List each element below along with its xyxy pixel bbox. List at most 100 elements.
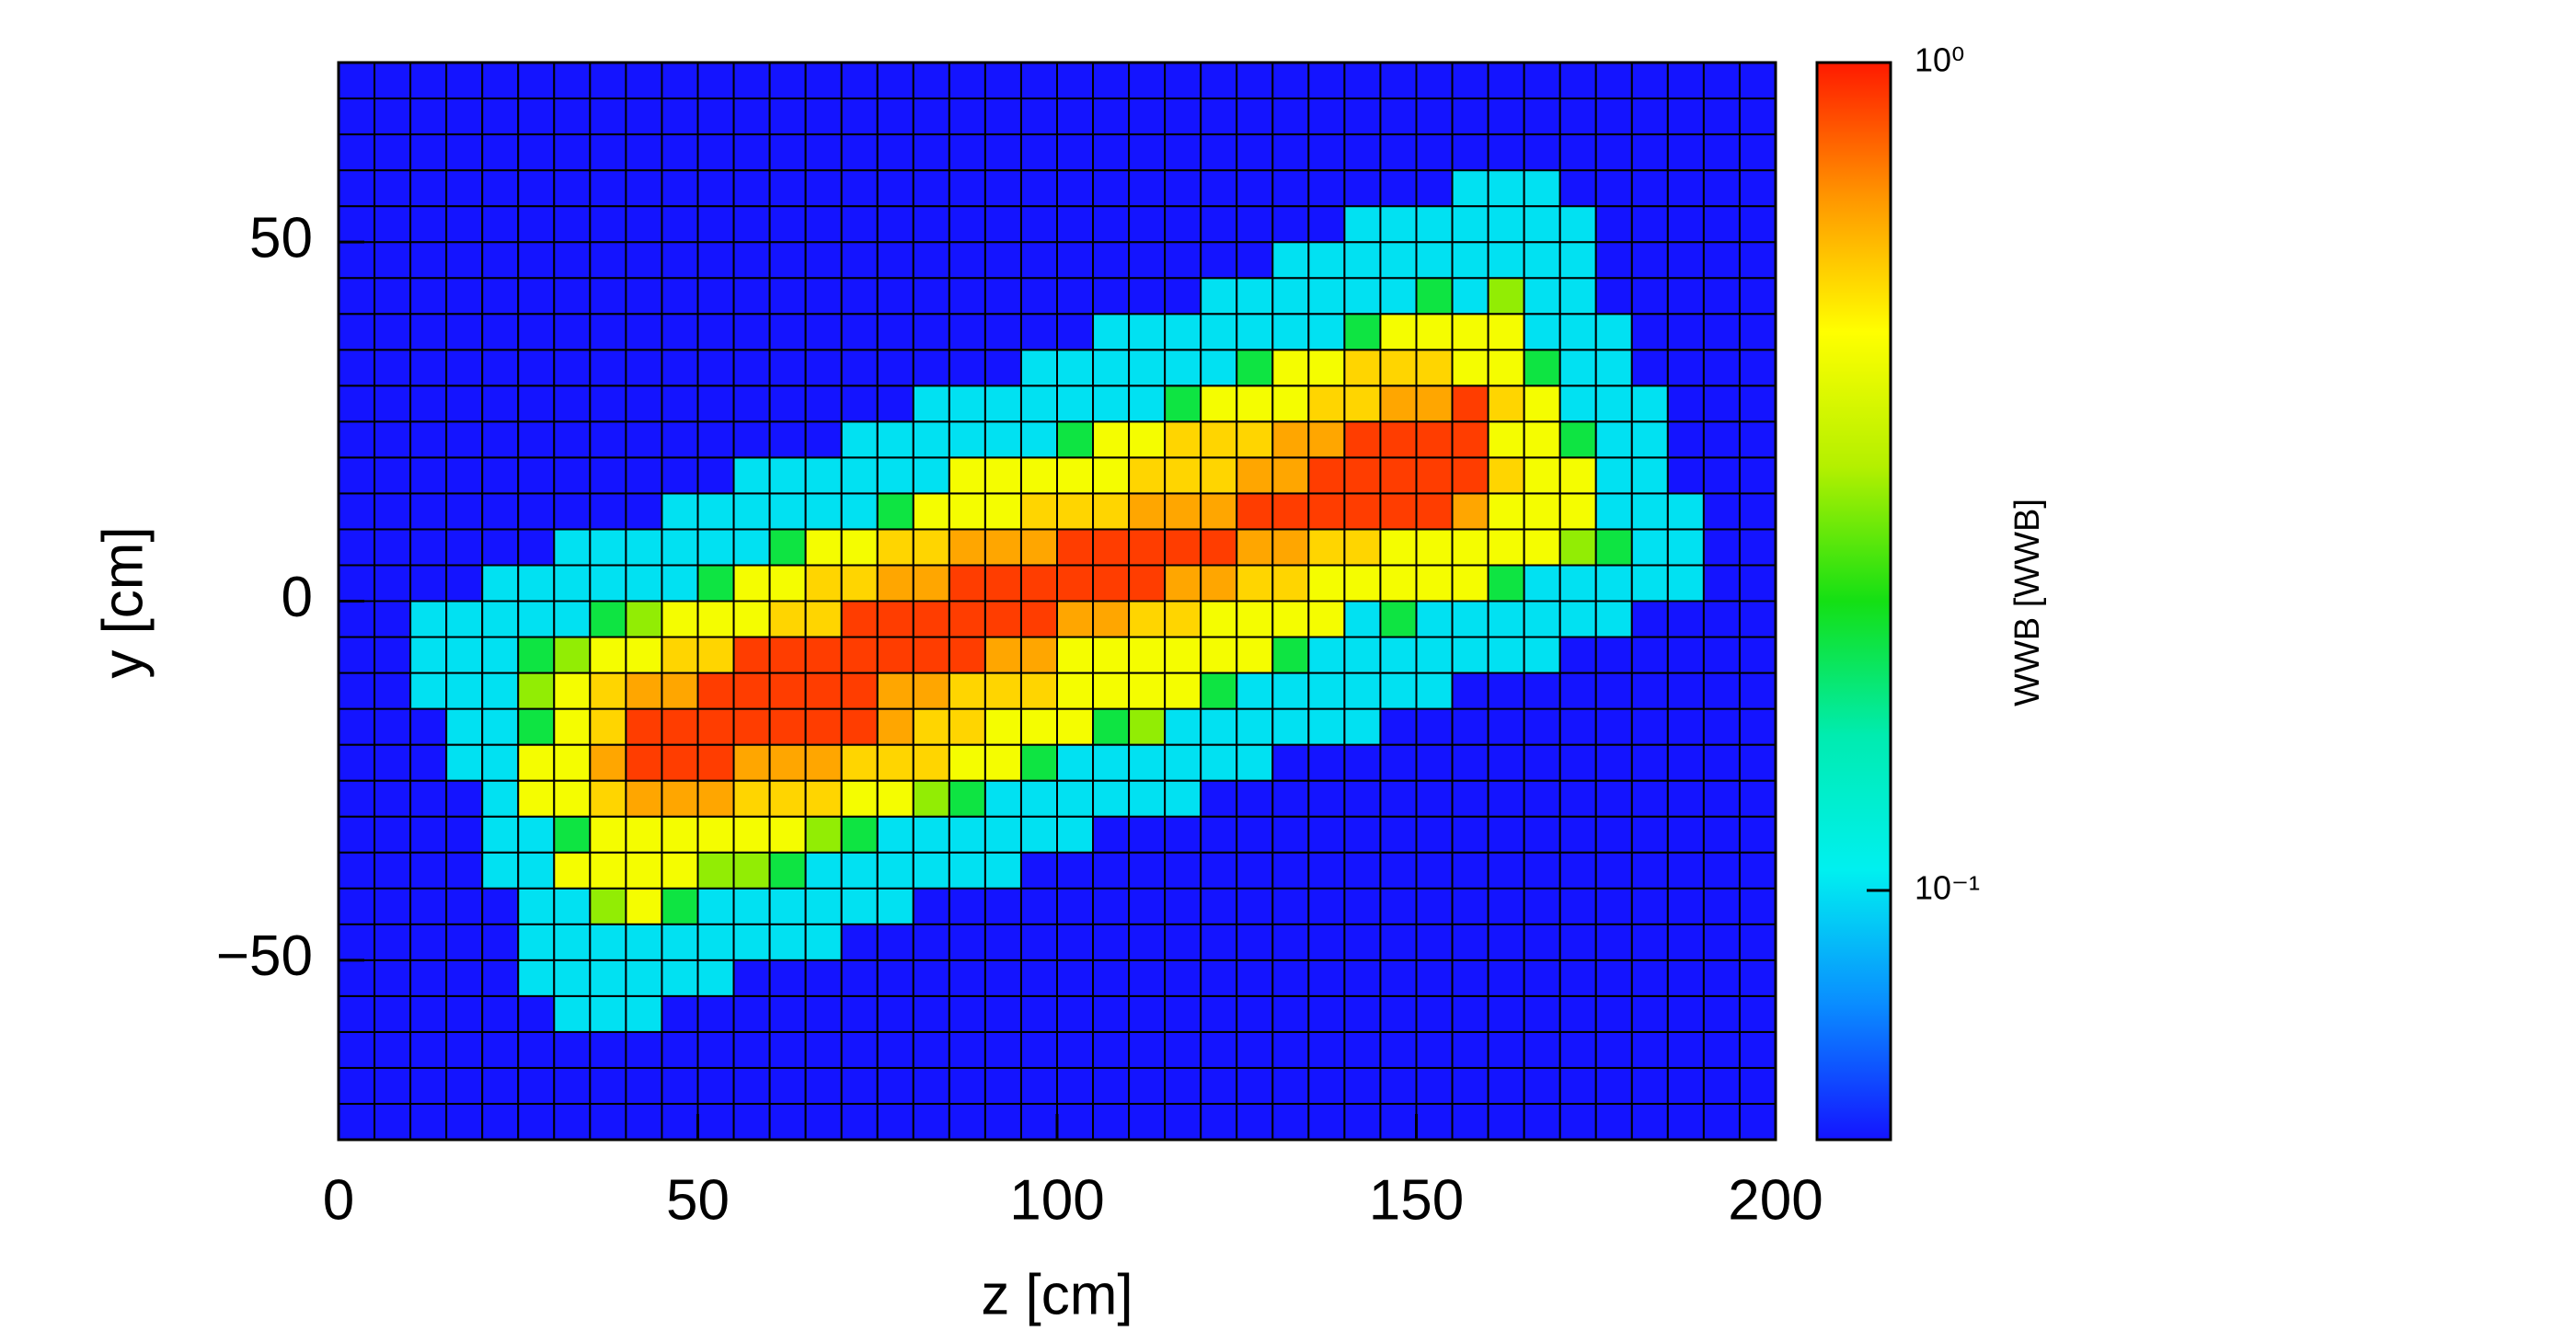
heatmap-cell	[876, 1030, 914, 1069]
heatmap-cell	[732, 349, 771, 387]
heatmap-cell	[1666, 994, 1705, 1033]
heatmap-cell	[1343, 994, 1382, 1033]
heatmap-cell	[1307, 994, 1346, 1033]
heatmap-cell	[696, 564, 735, 603]
heatmap-cell	[948, 456, 986, 495]
heatmap-cell	[1236, 779, 1274, 818]
heatmap-cell	[1487, 672, 1525, 710]
heatmap-cell	[1451, 205, 1489, 244]
heatmap-cell	[1702, 672, 1741, 710]
heatmap-cell	[1558, 707, 1597, 746]
heatmap-cell	[445, 492, 484, 531]
heatmap-cell	[732, 815, 771, 854]
heatmap-cell	[409, 169, 448, 208]
heatmap-cell	[374, 600, 412, 638]
heatmap-cell	[1092, 779, 1131, 818]
heatmap-cell	[1666, 277, 1705, 316]
heatmap-cell	[589, 707, 627, 746]
heatmap-cell	[1128, 887, 1167, 925]
heatmap-cell	[1379, 887, 1418, 925]
heatmap-cell	[1307, 385, 1346, 423]
heatmap-cell	[661, 564, 699, 603]
heatmap-cell	[481, 564, 520, 603]
heatmap-cell	[481, 600, 520, 638]
heatmap-cell	[1594, 958, 1633, 997]
heatmap-cell	[1343, 779, 1382, 818]
heatmap-cell	[1630, 1066, 1669, 1105]
heatmap-cell	[1019, 851, 1058, 890]
heatmap-cell	[409, 779, 448, 818]
heatmap-cell	[948, 313, 986, 351]
heatmap-cell	[840, 420, 879, 459]
cells	[338, 62, 1777, 1142]
heatmap-cell	[1271, 313, 1310, 351]
heatmap-cell	[1630, 98, 1669, 136]
heatmap-cell	[1666, 313, 1705, 351]
heatmap-cell	[1415, 62, 1454, 100]
heatmap-cell	[1056, 492, 1095, 531]
heatmap-cell	[1487, 492, 1525, 531]
heatmap-cell	[948, 743, 986, 782]
heatmap-cell	[732, 1102, 771, 1142]
heatmap-cell	[768, 600, 807, 638]
heatmap-cell	[1019, 205, 1058, 244]
heatmap-cell	[661, 420, 699, 459]
heatmap-cell	[876, 851, 914, 890]
heatmap-cell	[409, 133, 448, 172]
heatmap-cell	[1415, 636, 1454, 674]
heatmap-cell	[1236, 743, 1274, 782]
heatmap-cell	[1738, 815, 1777, 854]
heatmap-cell	[840, 994, 879, 1033]
heatmap-cell	[948, 815, 986, 854]
heatmap-cell	[1200, 313, 1238, 351]
heatmap-cell	[1666, 707, 1705, 746]
heatmap-cell	[948, 528, 986, 567]
heatmap-cell	[374, 672, 412, 710]
heatmap-cell	[1200, 636, 1238, 674]
heatmap-cell	[768, 169, 807, 208]
heatmap-cell	[338, 564, 376, 603]
heatmap-cell	[409, 958, 448, 997]
heatmap-cell	[1415, 1066, 1454, 1105]
heatmap-cell	[1056, 313, 1095, 351]
heatmap-cell	[1630, 205, 1669, 244]
heatmap-cell	[338, 349, 376, 387]
heatmap-cell	[517, 743, 556, 782]
axes: 0 50 100 150 200 −50 0 50 10⁻¹ 10⁰	[216, 41, 1980, 1233]
heatmap-cell	[374, 492, 412, 531]
heatmap-cell	[589, 98, 627, 136]
heatmap-cell	[409, 313, 448, 351]
heatmap-cell	[1630, 743, 1669, 782]
heatmap-cell	[1271, 564, 1310, 603]
heatmap-cell	[696, 420, 735, 459]
heatmap-cell	[1236, 492, 1274, 531]
heatmap-cell	[1487, 385, 1525, 423]
heatmap-cell	[481, 420, 520, 459]
heatmap-cell	[876, 994, 914, 1033]
heatmap-cell	[1056, 133, 1095, 172]
heatmap-cell	[1487, 98, 1525, 136]
heatmap-cell	[1415, 958, 1454, 997]
x-tick-label: 200	[1728, 1168, 1823, 1232]
heatmap-cell	[338, 636, 376, 674]
heatmap-cell	[1594, 133, 1633, 172]
heatmap-cell	[1487, 62, 1525, 100]
heatmap-cell	[1271, 743, 1310, 782]
heatmap-cell	[409, 241, 448, 280]
heatmap-cell	[1307, 636, 1346, 674]
heatmap-cell	[1487, 564, 1525, 603]
heatmap-cell	[1451, 779, 1489, 818]
heatmap-cell	[1271, 851, 1310, 890]
heatmap-cell	[1451, 1102, 1489, 1142]
heatmap-cell	[1630, 241, 1669, 280]
heatmap-cell	[732, 923, 771, 961]
heatmap-cell	[374, 1066, 412, 1105]
heatmap-cell	[1200, 1102, 1238, 1142]
heatmap-cell	[1594, 994, 1633, 1033]
heatmap-cell	[696, 636, 735, 674]
heatmap-cell	[840, 815, 879, 854]
heatmap-cell	[1056, 1102, 1095, 1142]
heatmap-cell	[374, 385, 412, 423]
heatmap-cell	[625, 528, 663, 567]
